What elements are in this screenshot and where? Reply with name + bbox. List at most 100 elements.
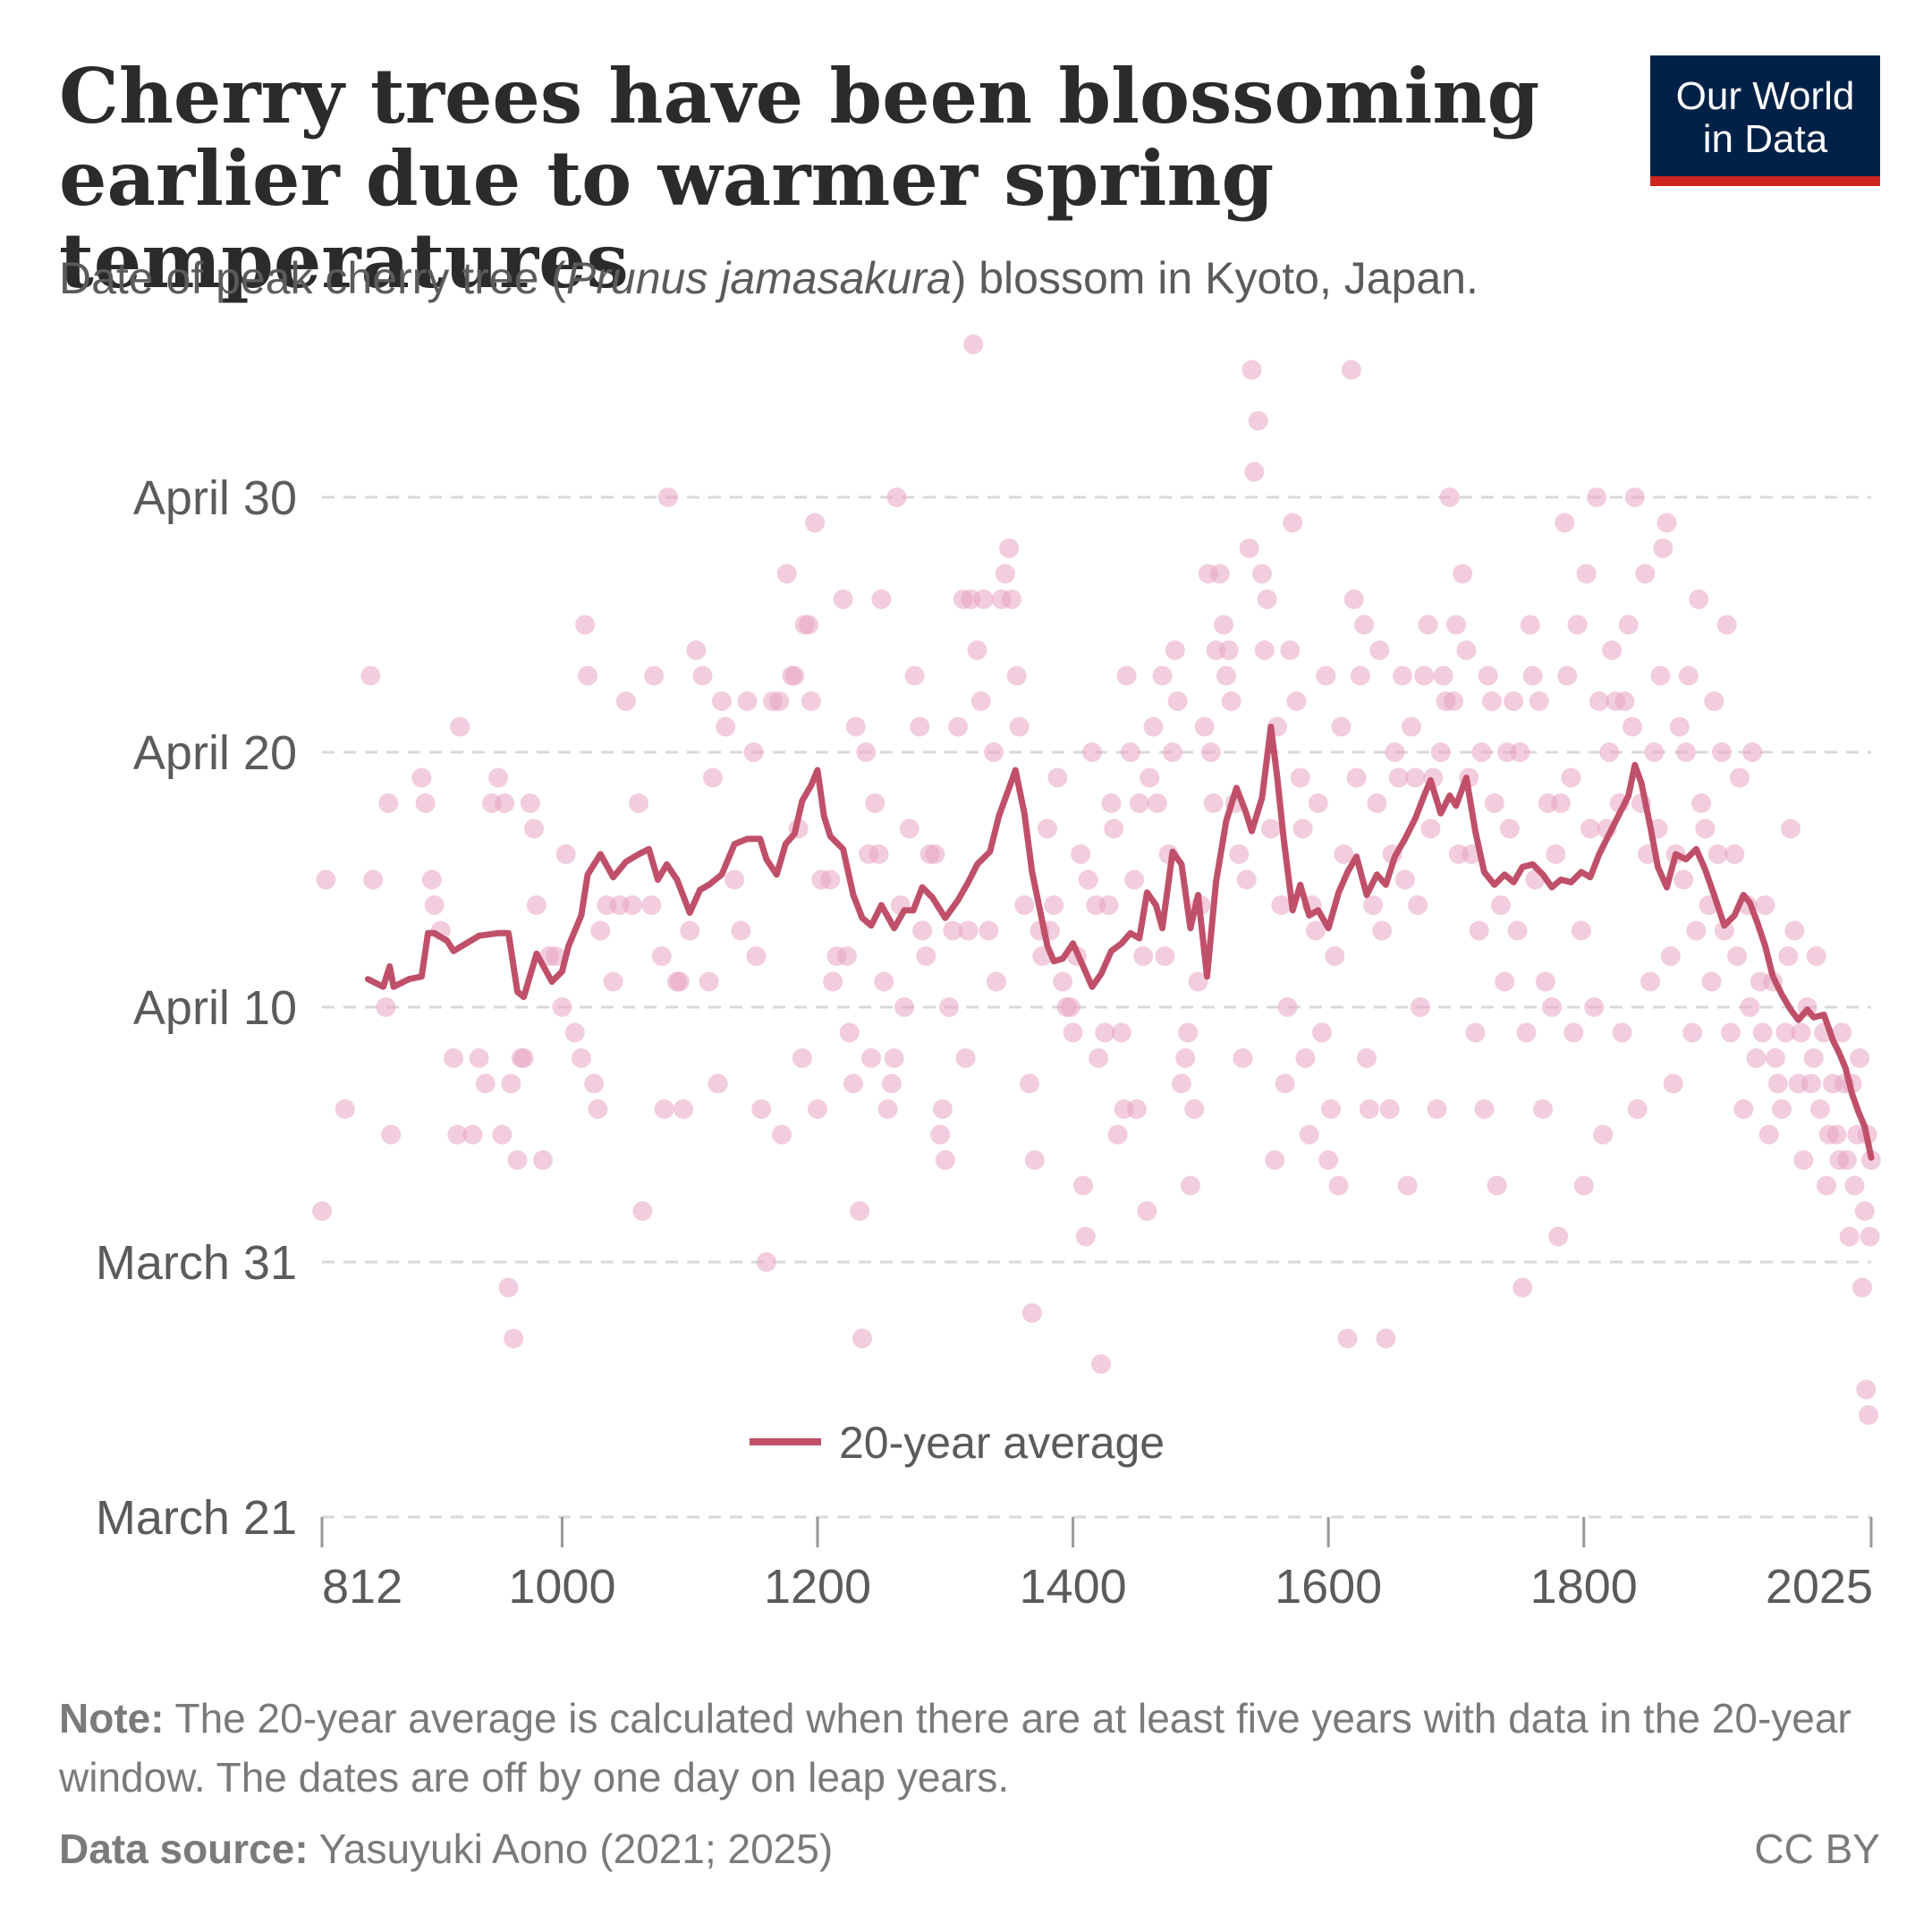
- data-point: [1098, 895, 1119, 915]
- data-point: [692, 665, 713, 686]
- data-point: [1791, 1022, 1811, 1043]
- data-point: [1024, 1150, 1045, 1170]
- data-point: [1236, 869, 1257, 890]
- data-point: [1826, 1124, 1847, 1145]
- data-point: [1002, 589, 1022, 609]
- data-point: [1171, 1073, 1191, 1094]
- data-point: [958, 920, 979, 941]
- y-tick-label: April 30: [133, 471, 297, 525]
- data-point: [1334, 844, 1354, 864]
- data-point: [498, 1277, 519, 1298]
- data-point: [1724, 844, 1745, 864]
- data-point: [590, 920, 611, 941]
- legend-label: 20-year average: [839, 1418, 1165, 1468]
- data-point: [877, 1099, 898, 1119]
- data-point: [1376, 1328, 1396, 1349]
- data-point: [1203, 793, 1224, 813]
- x-tick-label: 1800: [1530, 1560, 1638, 1614]
- x-tick-label: 1000: [508, 1560, 615, 1614]
- note-text: The 20-year average is calculated when t…: [59, 1695, 1852, 1801]
- data-point: [1522, 665, 1543, 686]
- data-point: [1689, 589, 1709, 609]
- data-point: [776, 564, 797, 584]
- data-point: [524, 818, 545, 839]
- data-point: [1241, 360, 1262, 380]
- data-point: [702, 767, 723, 788]
- data-point: [910, 716, 930, 737]
- data-point: [1420, 818, 1441, 839]
- data-point: [669, 971, 690, 992]
- data-point: [1733, 1099, 1754, 1119]
- data-point: [1180, 1175, 1200, 1196]
- data-point: [1836, 1150, 1857, 1170]
- data-point: [930, 1124, 951, 1145]
- logo-line-2: in Data: [1702, 117, 1828, 161]
- data-point: [1809, 1099, 1830, 1119]
- data-point: [1674, 869, 1694, 890]
- data-point: [1663, 1073, 1683, 1094]
- data-point: [513, 1048, 534, 1068]
- x-tick-label: 1400: [1020, 1560, 1127, 1614]
- data-point: [1265, 1150, 1285, 1170]
- data-point: [1576, 564, 1597, 584]
- data-point: [1155, 946, 1175, 966]
- data-point: [1587, 487, 1607, 507]
- data-point: [1627, 1099, 1648, 1119]
- data-point: [533, 1150, 554, 1170]
- data-point: [1695, 818, 1716, 839]
- data-point: [629, 793, 649, 813]
- data-point: [1379, 1099, 1400, 1119]
- logo-accent-bar: [1650, 176, 1880, 186]
- data-point: [1147, 793, 1167, 813]
- data-point: [1090, 1354, 1111, 1374]
- data-point: [833, 589, 853, 609]
- data-point: [1116, 665, 1137, 686]
- data-point: [1071, 844, 1091, 864]
- x-tick-label: 1200: [764, 1560, 871, 1614]
- data-point: [1257, 589, 1277, 609]
- data-point: [1487, 1175, 1507, 1196]
- data-point: [1184, 1099, 1205, 1119]
- data-point: [680, 920, 700, 941]
- data-point: [1614, 691, 1635, 711]
- data-point: [1817, 1175, 1837, 1196]
- data-point: [1107, 1124, 1128, 1145]
- data-point: [1104, 818, 1124, 839]
- data-point: [1316, 665, 1336, 686]
- data-point: [657, 487, 678, 507]
- data-point: [1727, 946, 1748, 966]
- x-tick-label: 812: [322, 1560, 402, 1614]
- data-point: [1200, 742, 1221, 762]
- data-point: [1716, 614, 1737, 635]
- data-point: [501, 1073, 521, 1094]
- data-point: [1283, 513, 1303, 533]
- license-link[interactable]: CC BY: [1754, 1826, 1880, 1872]
- data-point: [865, 793, 886, 813]
- chart-area: March 21 March 31 April 10 April 20 April 30…: [96, 335, 1881, 1614]
- owid-logo[interactable]: Our World in Data: [1650, 55, 1880, 186]
- data-point: [1854, 1201, 1875, 1221]
- data-point: [1165, 640, 1185, 660]
- data-point: [995, 564, 1015, 584]
- data-point: [1740, 997, 1760, 1017]
- data-point: [462, 1124, 483, 1145]
- data-point: [1295, 1048, 1316, 1068]
- data-point: [577, 665, 597, 686]
- data-point: [899, 818, 919, 839]
- data-point: [999, 538, 1020, 558]
- data-point: [711, 691, 732, 711]
- data-point: [1401, 716, 1421, 737]
- data-point: [488, 767, 509, 788]
- data-point: [746, 946, 767, 966]
- data-point: [979, 920, 999, 941]
- data-point: [552, 997, 572, 1017]
- data-point: [575, 614, 596, 635]
- data-point: [1359, 1099, 1379, 1119]
- data-point: [1580, 818, 1600, 839]
- data-point: [1678, 665, 1699, 686]
- subtitle-text-end: ) blossom in Kyoto, Japan.: [951, 253, 1479, 303]
- data-point: [963, 335, 984, 354]
- data-point: [1691, 793, 1712, 813]
- data-point: [1772, 1099, 1792, 1119]
- data-point: [1101, 793, 1122, 813]
